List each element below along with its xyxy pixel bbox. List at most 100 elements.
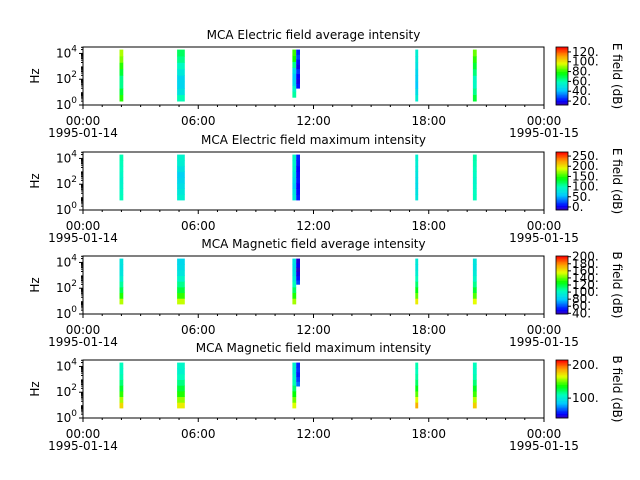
spectrogram-cell <box>415 281 419 288</box>
colorbar-swatch <box>556 198 568 201</box>
spectrogram-cell <box>296 267 300 272</box>
colorbar-swatch <box>556 264 568 267</box>
colorbar-tick-label: 100. <box>572 285 599 299</box>
colorbar-swatch <box>556 87 568 90</box>
x-tick-label: 00:00 <box>527 323 562 337</box>
colorbar-swatch <box>556 84 568 87</box>
colorbar-swatch <box>556 186 568 189</box>
colorbar-swatch <box>556 153 568 156</box>
spectrogram-cell <box>177 68 185 76</box>
y-tick-base: 10 <box>56 203 71 217</box>
burst-3 <box>292 362 297 409</box>
spectrogram-cell <box>472 362 477 369</box>
spectrogram-cell <box>472 402 477 409</box>
colorbar-swatch <box>556 410 568 413</box>
spectrogram-cell <box>415 154 419 161</box>
colorbar-swatch <box>556 412 568 414</box>
y-tick-label: 102 <box>56 70 77 86</box>
spectrogram-cell <box>296 381 300 387</box>
spectrogram-cell <box>472 75 477 83</box>
y-axis-label: Hz <box>28 173 42 188</box>
colorbar-tick-label: 100. <box>572 180 599 194</box>
spectrogram-cell <box>177 269 185 276</box>
spectrogram-cell <box>292 171 297 178</box>
spectrogram-cell <box>119 286 124 293</box>
burst-6 <box>472 154 477 201</box>
date-left: 1995-01-14 <box>48 439 118 453</box>
colorbar-swatch <box>556 402 568 404</box>
spectrogram-cell <box>415 177 419 184</box>
colorbar-label: E field (dB) <box>610 148 624 214</box>
colorbar-swatch <box>556 365 568 368</box>
y-tick-exponent: 4 <box>71 357 77 367</box>
colorbar-swatch <box>556 415 568 417</box>
colorbar-tick-label: 60. <box>572 299 591 313</box>
date-left: 1995-01-14 <box>48 231 118 245</box>
spectrogram-cell <box>119 264 124 271</box>
spectrogram-cell <box>415 264 419 271</box>
colorbar-tick-label: 100. <box>572 55 599 69</box>
colorbar-swatch <box>556 162 568 164</box>
spectrogram-cell <box>119 188 124 195</box>
spectrogram-cell <box>119 362 124 369</box>
x-tick-label: 00:00 <box>66 323 101 337</box>
colorbar-swatch <box>556 308 568 310</box>
spectrogram-cell <box>292 160 297 167</box>
colorbar-swatch <box>556 47 568 49</box>
y-tick-base: 10 <box>56 98 71 112</box>
spectrogram-cell <box>119 165 124 172</box>
spectrogram-cell <box>415 56 419 63</box>
colorbar-swatch <box>556 71 568 74</box>
y-axis-label: Hz <box>28 277 42 292</box>
spectrogram-cell <box>296 362 300 368</box>
colorbar-swatch <box>556 77 568 80</box>
burst-1 <box>119 258 124 305</box>
colorbar-swatch <box>556 293 568 296</box>
colorbar: 20.40.60.80.100.120. E field (dB) <box>555 43 624 109</box>
colorbar-tick-label: 80. <box>572 292 591 306</box>
colorbar-swatch <box>556 185 568 188</box>
spectrogram-cell <box>296 73 300 79</box>
spectrogram-cell <box>296 258 300 264</box>
colorbar: 40.60.80.100.120.140.160.180.200. B field… <box>555 250 624 320</box>
colorbar-swatch <box>556 175 568 177</box>
colorbar-swatch <box>556 173 568 176</box>
y-tick-exponent: 2 <box>71 70 77 80</box>
spectrogram-cell <box>415 258 419 265</box>
colorbar-swatch <box>556 393 568 396</box>
y-tick-base: 10 <box>56 385 71 399</box>
colorbar-swatch <box>556 305 568 308</box>
colorbar-swatch <box>556 403 568 406</box>
spectrogram-cell <box>177 94 185 102</box>
colorbar-swatch <box>556 194 568 196</box>
spectrogram-cell <box>177 75 185 83</box>
colorbar-swatch <box>556 102 568 104</box>
spectrogram-cell <box>292 368 297 375</box>
colorbar-swatch <box>556 182 568 185</box>
colorbar-swatch <box>556 93 568 96</box>
y-tick-exponent: 0 <box>71 96 77 106</box>
y-tick-base: 10 <box>56 359 71 373</box>
colorbar-tick-label: 120. <box>572 45 599 59</box>
colorbar-swatch <box>556 282 568 284</box>
x-tick-label: 12:00 <box>296 323 331 337</box>
colorbar-swatch <box>556 188 568 190</box>
colorbar-swatch <box>556 76 568 78</box>
colorbar-swatch <box>556 60 568 62</box>
colorbar-swatch <box>556 96 568 99</box>
spectrogram-cell <box>119 402 124 409</box>
colorbar-swatch <box>556 152 568 154</box>
colorbar-swatch <box>556 48 568 51</box>
y-tick-exponent: 4 <box>71 149 77 159</box>
spectrogram-cell <box>292 379 297 386</box>
colorbar-tick-label: 200. <box>572 159 599 173</box>
colorbar-swatch <box>556 370 568 372</box>
spectrogram-cell <box>177 275 185 282</box>
y-tick-base: 10 <box>56 281 71 295</box>
colorbar-swatch <box>556 381 568 384</box>
colorbar-swatch <box>556 199 568 202</box>
colorbar-swatch <box>556 277 568 280</box>
spectrogram-cell <box>472 258 477 265</box>
x-tick-label: 06:00 <box>181 114 216 128</box>
spectrogram-cell <box>119 275 124 282</box>
